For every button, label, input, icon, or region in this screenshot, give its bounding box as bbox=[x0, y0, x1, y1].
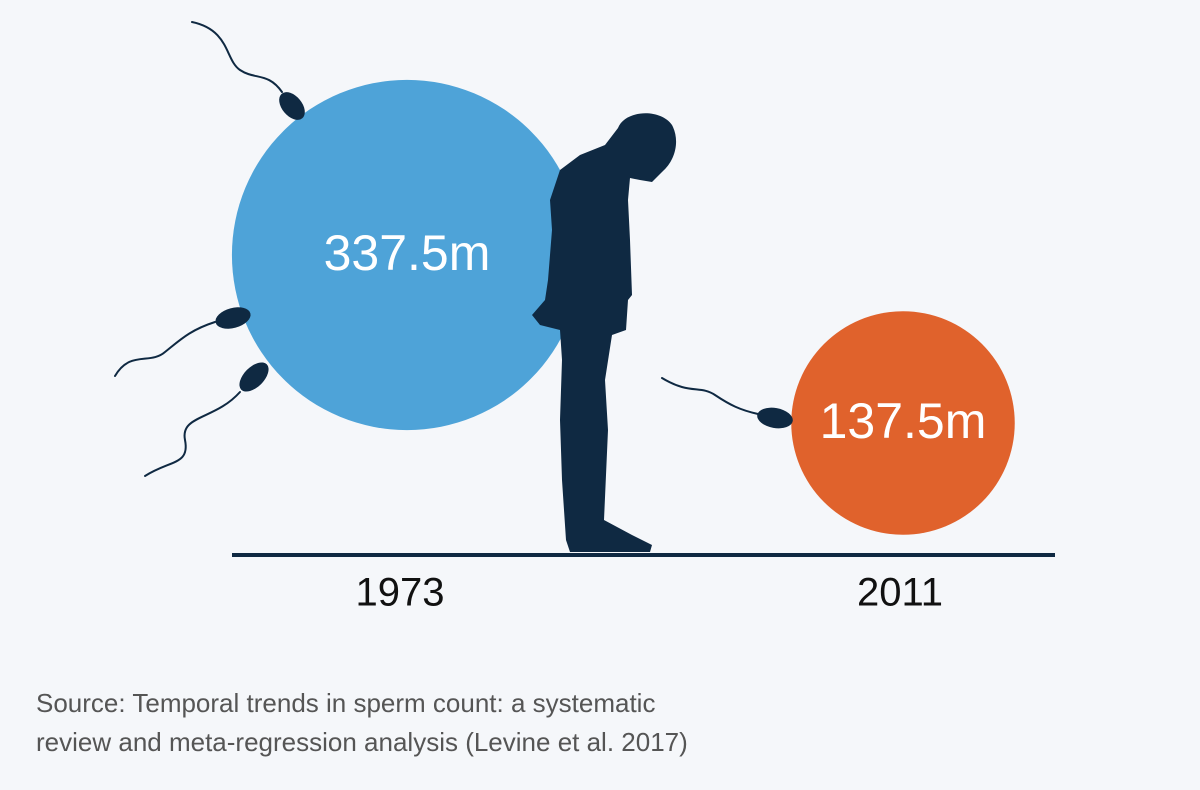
sperm-tail bbox=[191, 21, 283, 93]
source-line: Source: Temporal trends in sperm count: … bbox=[36, 688, 655, 718]
sperm-head bbox=[757, 407, 793, 429]
sperm-head bbox=[215, 307, 251, 329]
sperm-head bbox=[279, 92, 305, 120]
bubble bbox=[231, 79, 583, 431]
source-line: review and meta-regression analysis (Lev… bbox=[36, 727, 688, 757]
sperm-tail bbox=[661, 377, 759, 415]
bubble bbox=[791, 311, 1015, 535]
value-label: 337.5m bbox=[324, 225, 491, 281]
man-silhouette bbox=[532, 113, 677, 553]
sperm-tail bbox=[144, 391, 241, 477]
year-label: 2011 bbox=[857, 571, 943, 615]
labels: 337.5m 1973 137.5m 2011 bbox=[324, 225, 987, 614]
sperm-decoration bbox=[114, 21, 793, 477]
sperm-tail bbox=[114, 321, 216, 377]
value-label: 137.5m bbox=[820, 393, 987, 449]
bubbles bbox=[231, 79, 1015, 535]
sperm-head bbox=[239, 362, 269, 392]
year-label: 1973 bbox=[356, 571, 445, 615]
